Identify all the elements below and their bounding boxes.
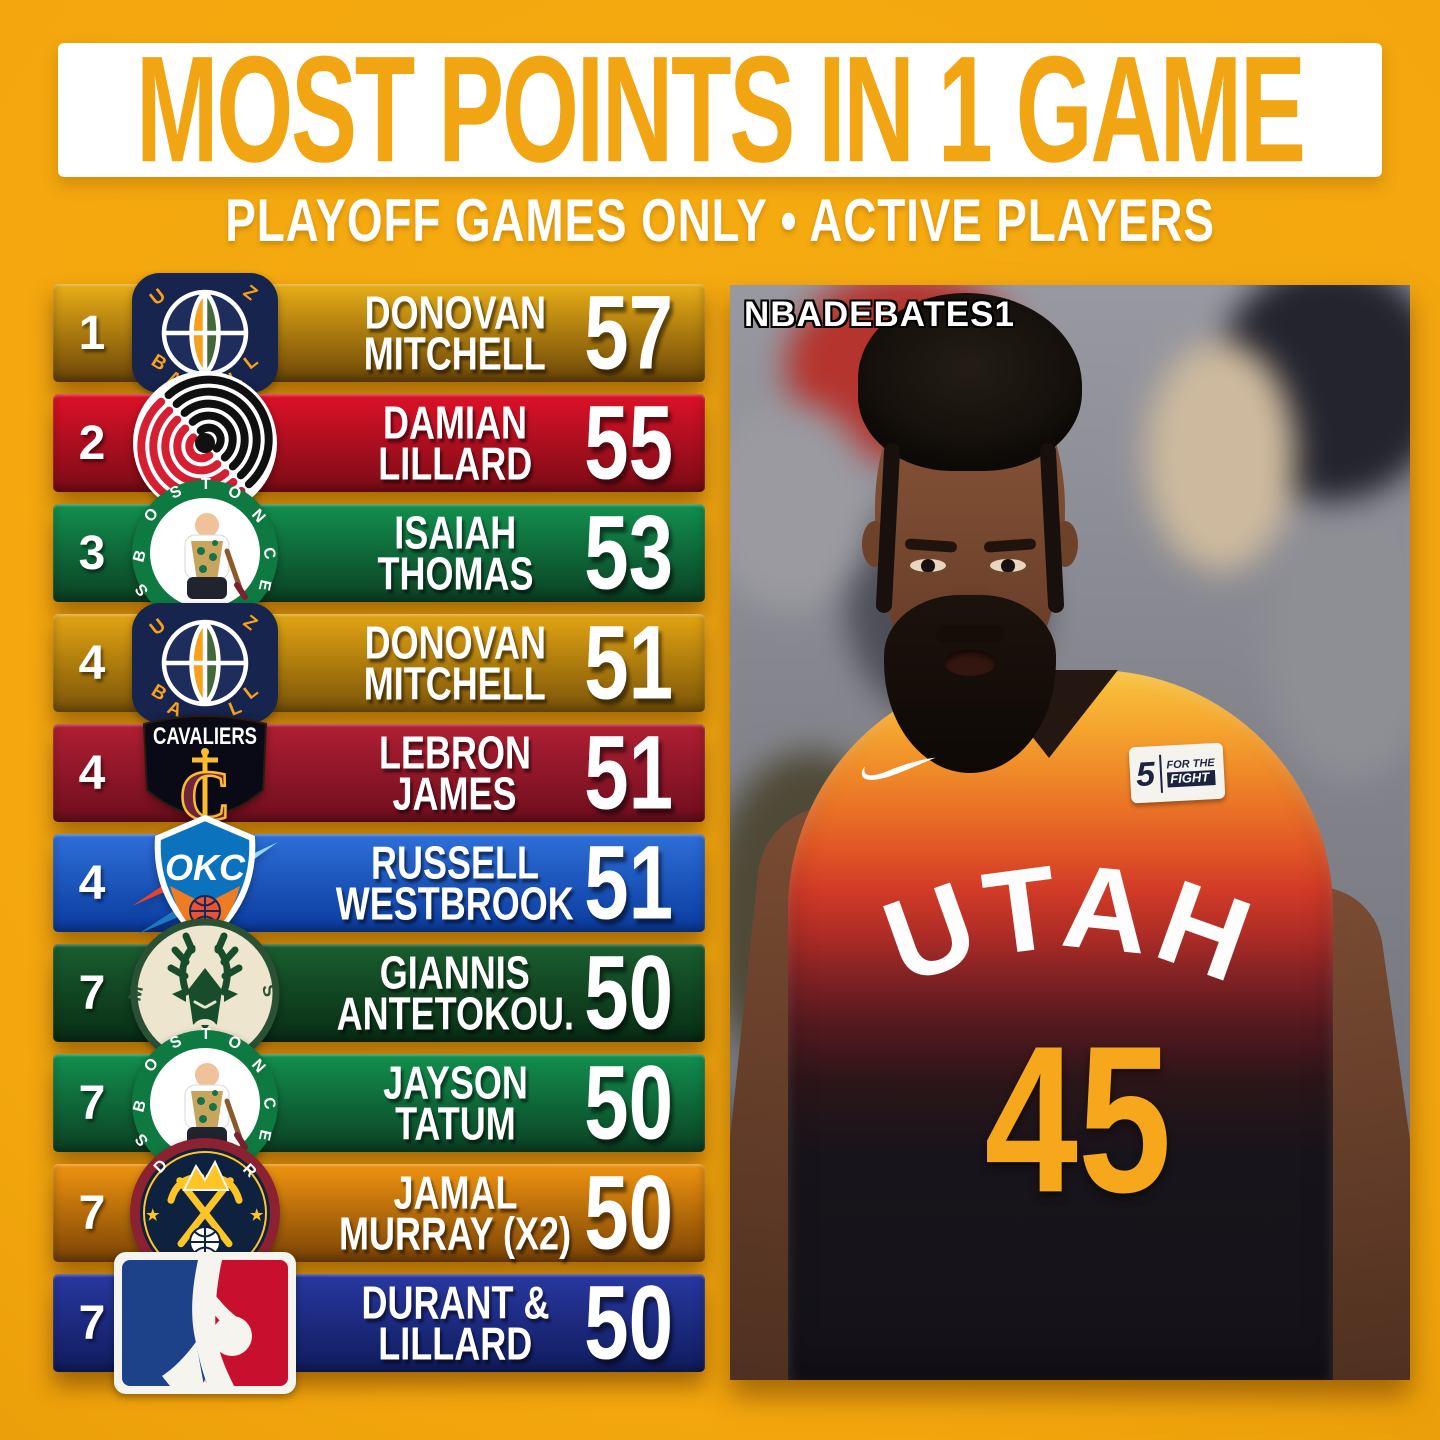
celtics-logo: BO ST ON CE LT IC S <box>115 477 295 629</box>
title-box: MOST POINTS IN 1 GAME <box>58 34 1382 186</box>
points-value: 50 <box>584 933 674 1052</box>
svg-text:★: ★ <box>146 1207 160 1224</box>
rank-label: 7 <box>78 966 106 1020</box>
nuggets-logo: D R N S ★★ <box>115 1138 295 1288</box>
nba-logo <box>114 1252 296 1394</box>
svg-text:O: O <box>226 1033 244 1053</box>
svg-text:CAVALIERS: CAVALIERS <box>153 723 257 750</box>
points-value: 51 <box>584 713 674 832</box>
utah-jazz-logo: U Z B A L L <box>115 603 295 723</box>
leaderboard-row: 4 OKC RUSSELL WESTBROOK 51 <box>53 814 705 946</box>
points-value: 53 <box>584 493 674 612</box>
svg-text:E: E <box>255 1128 274 1142</box>
leaderboard-row: 7 D R N S ★★ JAMAL MURRAY (X2) 50 <box>53 1138 705 1288</box>
player-name: DONOVAN MITCHELL <box>364 616 546 710</box>
points-value: 50 <box>584 1263 674 1382</box>
points-value: 50 <box>584 1043 674 1162</box>
five-for-the-fight-patch: 5 FOR THE FIGHT <box>1128 742 1226 804</box>
player-name: GIANNIS ANTETOKOU. <box>336 946 574 1040</box>
rank-label: 4 <box>78 856 106 910</box>
svg-text:S: S <box>258 983 280 999</box>
patch-divider <box>1158 754 1163 793</box>
svg-text:UTAH: UTAH <box>868 843 1271 1010</box>
rank-label: 7 <box>78 1076 106 1130</box>
player-name: RUSSELL WESTBROOK <box>336 836 574 930</box>
leaderboard-row: 4 U Z B A L L DONOVAN MITCHELL 51 <box>53 603 705 723</box>
player-name: ISAIAH THOMAS <box>377 506 533 600</box>
svg-text:C: C <box>259 1096 279 1112</box>
leaderboard-row: 2 DAMIAN LILLARD 55 <box>53 371 705 515</box>
leaderboard-row: 7 M S GIANNIS ANTETOKOU. 50 <box>53 918 705 1068</box>
leaderboard-row: 7 DURANT & LILLARD 50 <box>53 1252 705 1394</box>
svg-text:E: E <box>255 578 274 592</box>
crowd-blob <box>730 401 876 611</box>
svg-text:B: B <box>130 548 149 564</box>
svg-text:T: T <box>201 1027 211 1043</box>
jersey-team-text: UTAH <box>868 843 1271 1010</box>
leaderboard-row: 3 BO ST ON CE LT IC S ISAIAH THOMAS 53 <box>53 477 705 629</box>
crowd-blob <box>1266 511 1410 781</box>
points-value: 57 <box>584 273 674 392</box>
rank-label: 1 <box>78 306 106 360</box>
bucks-logo: M S <box>115 918 295 1068</box>
player-photo: 5 FOR THE FIGHT UTAH 45 NBADEBATES1 <box>730 285 1410 1380</box>
svg-text:M: M <box>128 984 147 1003</box>
rank-label: 7 <box>78 1186 106 1240</box>
rank-label: 3 <box>78 526 106 580</box>
points-value: 51 <box>584 603 674 722</box>
player-hair <box>858 293 1082 471</box>
svg-text:T: T <box>201 477 211 493</box>
player-name: DURANT & LILLARD <box>360 1276 549 1370</box>
player-head <box>858 293 1082 783</box>
patch-number: 5 <box>1135 754 1156 794</box>
page-subtitle: PLAYOFF GAMES ONLY • ACTIVE PLAYERS <box>225 187 1215 255</box>
player-name: DAMIAN LILLARD <box>378 396 532 490</box>
player-name: LEBRON JAMES <box>379 726 531 820</box>
leaderboard-row: 1 U Z B A L L DONOVAN MITCHELL 57 <box>53 273 705 393</box>
player-name: DONOVAN MITCHELL <box>364 286 546 380</box>
svg-text:OKC: OKC <box>165 847 246 888</box>
page-title: MOST POINTS IN 1 GAME <box>136 25 1306 195</box>
points-value: 51 <box>584 823 674 942</box>
player-name: JAYSON TATUM <box>382 1056 528 1150</box>
okc-thunder-logo: OKC <box>115 814 295 946</box>
player-eye <box>990 559 1026 572</box>
svg-text:B: B <box>130 1098 149 1114</box>
rank-label: 2 <box>78 416 106 470</box>
rank-label: 7 <box>78 1296 106 1350</box>
watermark: NBADEBATES1 <box>744 295 1015 334</box>
leaderboard: 1 U Z B A L L DONOVAN MITCHELL 57 2 <box>53 273 705 1394</box>
player-mouth <box>944 649 996 676</box>
points-value: 50 <box>584 1153 674 1272</box>
rank-label: 4 <box>78 636 106 690</box>
player-mustache <box>936 625 1004 643</box>
nike-swoosh-icon <box>861 757 936 780</box>
player-eye <box>910 559 946 572</box>
points-value: 55 <box>584 383 674 502</box>
jersey-number: 45 <box>984 1002 1172 1237</box>
player-name: JAMAL MURRAY (X2) <box>338 1166 572 1260</box>
patch-text-bottom: FIGHT <box>1166 769 1216 788</box>
leaderboard-row: 4 CAVALIERS C LEBRON JAMES 51 <box>53 713 705 838</box>
svg-text:C: C <box>259 546 279 562</box>
player-beard <box>884 595 1056 773</box>
rank-label: 4 <box>78 746 106 800</box>
jazz-jersey <box>788 670 1333 1380</box>
crowd-blob <box>1146 341 1296 571</box>
svg-text:O: O <box>226 483 244 503</box>
svg-text:★: ★ <box>250 1207 264 1224</box>
